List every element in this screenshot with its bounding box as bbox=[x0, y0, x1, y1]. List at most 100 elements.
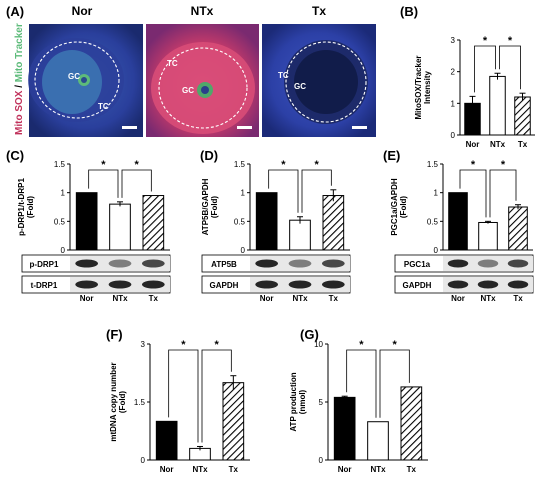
blot-band bbox=[288, 280, 312, 289]
y-axis-label: PGC1a/GAPDH(Fold) bbox=[390, 178, 408, 236]
bar-nor bbox=[333, 396, 356, 461]
image-title-nor: Nor bbox=[72, 4, 93, 18]
x-tick-label: Tx bbox=[518, 140, 528, 149]
bar-tx bbox=[222, 382, 245, 461]
x-tick-label: Tx bbox=[513, 294, 523, 303]
bar-tx bbox=[508, 206, 528, 251]
chart-mtdna-copy: 0 1.5 3 mtDNA copy number(Fold) Nor NTx Tx * * bbox=[109, 339, 250, 474]
bar-ntx bbox=[367, 421, 389, 461]
panel-letter-e: (E) bbox=[383, 148, 400, 163]
y-tick-label: 0.5 bbox=[54, 217, 66, 226]
y-axis-label: p-DRP1/t-DRP1(Fold) bbox=[17, 178, 35, 236]
y-tick-label: 1 bbox=[61, 189, 66, 198]
y-tick-label: 0 bbox=[319, 456, 324, 465]
y-axis-label: MitoSOX/TrackerIntensity bbox=[414, 55, 432, 119]
significance-bracket bbox=[346, 349, 377, 418]
panel-letter-b: (B) bbox=[400, 4, 418, 19]
bar-ntx bbox=[478, 221, 498, 251]
blot-band bbox=[507, 280, 529, 289]
bar-tx bbox=[400, 386, 423, 461]
significance-star: * bbox=[215, 339, 220, 351]
x-tick-label: NTx bbox=[192, 465, 208, 474]
significance-bracket bbox=[268, 169, 299, 213]
blot-band bbox=[75, 259, 99, 268]
blot-band bbox=[288, 259, 312, 268]
y-axis-label: ATP production(nmol) bbox=[289, 372, 307, 431]
label-gc-ntx: GC bbox=[182, 86, 194, 95]
significance-bracket bbox=[459, 169, 487, 218]
significance-bracket bbox=[499, 45, 521, 90]
x-tick-label: Nor bbox=[338, 465, 352, 474]
significance-star: * bbox=[315, 159, 320, 171]
y-tick-label: 1 bbox=[434, 189, 439, 198]
y-tick-label: 1 bbox=[451, 99, 456, 108]
blot-label: ATP5B bbox=[211, 260, 237, 269]
y-tick-label: 0 bbox=[451, 131, 456, 140]
blot-band bbox=[255, 259, 279, 268]
micrograph-nor: GC TC bbox=[28, 24, 143, 137]
blot-band bbox=[321, 259, 345, 268]
significance-star: * bbox=[501, 159, 506, 171]
label-gc-nor: GC bbox=[68, 72, 80, 81]
label-tc-nor: TC bbox=[98, 102, 109, 111]
bar-nor bbox=[448, 192, 468, 251]
micrograph-tx: TC GC bbox=[262, 24, 376, 137]
blot-band bbox=[477, 259, 499, 268]
significance-star: * bbox=[471, 159, 476, 171]
significance-bracket bbox=[88, 169, 119, 198]
chart-atp-production: 0 5 10 ATP production(nmol) Nor NTx Tx * * bbox=[289, 339, 428, 474]
significance-star: * bbox=[483, 35, 488, 47]
x-tick-label: NTx bbox=[112, 294, 128, 303]
x-tick-label: Nor bbox=[466, 140, 480, 149]
label-tc-ntx: TC bbox=[167, 59, 178, 68]
x-tick-label: Tx bbox=[229, 465, 239, 474]
blot-label: PGC1a bbox=[404, 260, 431, 269]
panel-letter-g: (G) bbox=[300, 327, 319, 342]
blot-label: p-DRP1 bbox=[30, 260, 59, 269]
x-tick-label: NTx bbox=[370, 465, 386, 474]
chart-p-drp1: 0 0.5 1 1.5 p-DRP1/t-DRP1(Fold) Nor NTx Tx * * p-D… bbox=[17, 159, 171, 303]
blot-band bbox=[75, 280, 99, 289]
blot-band bbox=[447, 259, 469, 268]
y-tick-label: 1.5 bbox=[427, 160, 439, 169]
x-tick-label: Nor bbox=[260, 294, 274, 303]
significance-star: * bbox=[281, 159, 286, 171]
significance-bracket bbox=[379, 349, 410, 418]
blot-band bbox=[108, 280, 132, 289]
x-tick-label: Tx bbox=[329, 294, 339, 303]
y-tick-label: 2 bbox=[451, 68, 456, 77]
mitotracker-label: Mito Tracker bbox=[14, 23, 25, 82]
significance-bracket bbox=[168, 349, 199, 443]
significance-star: * bbox=[181, 339, 186, 351]
y-tick-label: 0 bbox=[241, 246, 246, 255]
bar-tx bbox=[514, 96, 531, 136]
y-tick-label: 1.5 bbox=[234, 160, 246, 169]
image-title-tx: Tx bbox=[312, 4, 326, 18]
significance-star: * bbox=[101, 159, 106, 171]
bar-nor bbox=[155, 420, 178, 461]
blot-band bbox=[141, 259, 165, 268]
y-tick-label: 1.5 bbox=[54, 160, 66, 169]
panel-letter-d: (D) bbox=[200, 148, 218, 163]
significance-star: * bbox=[359, 339, 364, 351]
blot-band bbox=[507, 259, 529, 268]
x-tick-label: Tx bbox=[407, 465, 417, 474]
micrograph-ntx: TC GC bbox=[146, 24, 259, 137]
x-tick-label: NTx bbox=[292, 294, 308, 303]
y-tick-label: 3 bbox=[141, 340, 146, 349]
bar-tx bbox=[322, 195, 345, 251]
y-tick-label: 0 bbox=[434, 246, 439, 255]
blot-band bbox=[141, 280, 165, 289]
y-axis-label: ATP5B/GAPDH(Fold) bbox=[201, 178, 219, 235]
label-separator: / bbox=[14, 82, 25, 90]
bar-nor bbox=[75, 192, 98, 251]
significance-bracket bbox=[474, 45, 496, 93]
x-tick-label: NTx bbox=[490, 140, 506, 149]
y-tick-label: 1 bbox=[241, 189, 246, 198]
x-tick-label: Tx bbox=[149, 294, 159, 303]
blot-band bbox=[321, 280, 345, 289]
x-tick-label: NTx bbox=[480, 294, 496, 303]
significance-star: * bbox=[393, 339, 398, 351]
significance-bracket bbox=[121, 169, 152, 198]
